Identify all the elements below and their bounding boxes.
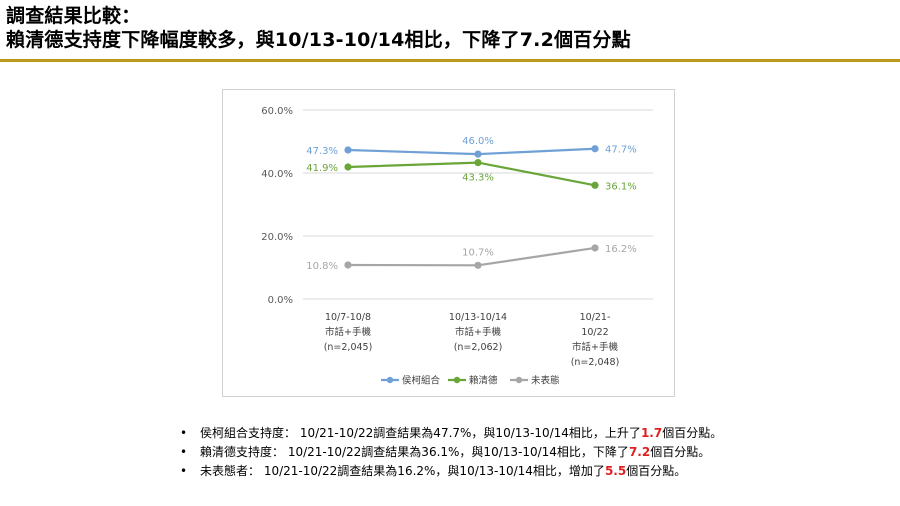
- legend-marker: [386, 376, 394, 384]
- x-tick-label: 市話+手機: [455, 326, 501, 338]
- data-label: 10.8%: [306, 261, 338, 272]
- data-label: 41.9%: [306, 163, 338, 174]
- legend-label: 賴清德: [469, 375, 498, 387]
- data-label: 10.7%: [462, 247, 494, 258]
- title-divider: [0, 59, 900, 62]
- data-point: [591, 244, 599, 252]
- data-label: 16.2%: [605, 244, 637, 255]
- x-tick-label: 10/13-10/14: [449, 312, 507, 323]
- bullet-text: 未表態者： 10/21-10/22調查結果為16.2%，與10/13-10/14…: [200, 464, 687, 478]
- bullet-item: • 未表態者： 10/21-10/22調查結果為16.2%，與10/13-10/…: [180, 462, 880, 481]
- x-tick-label: (n=2,062): [454, 342, 503, 353]
- legend-marker: [453, 376, 461, 384]
- data-label: 36.1%: [605, 181, 637, 192]
- bullet-marker: •: [180, 426, 188, 440]
- bullet-text: 侯柯組合支持度： 10/21-10/22調查結果為47.7%，與10/13-10…: [200, 426, 723, 440]
- title-line-2: 賴清德支持度下降幅度較多，與10/13-10/14相比，下降了7.2個百分點: [6, 29, 631, 51]
- x-tick-label: 10/22: [581, 327, 608, 338]
- data-point: [591, 181, 599, 189]
- summary-bullets: • 侯柯組合支持度： 10/21-10/22調查結果為47.7%，與10/13-…: [180, 424, 880, 481]
- x-tick-label: 10/7-10/8: [325, 312, 371, 323]
- bullet-marker: •: [180, 445, 188, 459]
- highlight-value: 5.5: [604, 464, 627, 478]
- bullet-item: • 侯柯組合支持度： 10/21-10/22調查結果為47.7%，與10/13-…: [180, 424, 880, 443]
- page-title: 調查結果比較： 賴清德支持度下降幅度較多，與10/13-10/14相比，下降了7…: [6, 4, 886, 52]
- highlight-value: 1.7: [640, 426, 663, 440]
- data-point: [474, 150, 482, 158]
- bullet-item: • 賴清德支持度： 10/21-10/22調查結果為36.1%，與10/13-1…: [180, 443, 880, 462]
- x-tick-label: (n=2,045): [324, 342, 373, 353]
- x-tick-label: 10/21-: [580, 312, 611, 323]
- legend-label: 侯柯組合: [402, 375, 441, 387]
- series-line: [347, 147, 596, 156]
- y-tick-label: 60.0%: [261, 106, 293, 117]
- data-point: [344, 261, 352, 269]
- data-point: [344, 146, 352, 154]
- y-tick-label: 0.0%: [268, 295, 293, 306]
- legend-marker: [515, 376, 523, 384]
- data-label: 43.3%: [462, 173, 494, 184]
- data-point: [474, 159, 482, 167]
- x-tick-label: 市話+手機: [325, 326, 371, 338]
- highlight-value: 7.2: [628, 445, 651, 459]
- data-label: 47.3%: [306, 146, 338, 157]
- data-point: [591, 145, 599, 153]
- bullet-text: 賴清德支持度： 10/21-10/22調查結果為36.1%，與10/13-10/…: [200, 445, 711, 459]
- legend-label: 未表態: [531, 375, 560, 387]
- x-tick-label: (n=2,048): [571, 357, 620, 368]
- data-point: [344, 163, 352, 171]
- chart-svg: 0.0% 20.0% 40.0% 60.0% 10/7-10/8 市話+手機 (n=2,04…: [261, 106, 653, 387]
- x-tick-label: 市話+手機: [572, 341, 618, 353]
- y-tick-label: 20.0%: [261, 232, 293, 243]
- line-chart: 0.0% 20.0% 40.0% 60.0% 10/7-10/8 市話+手機 (n=2,04…: [222, 89, 675, 397]
- y-tick-label: 40.0%: [261, 169, 293, 180]
- data-point: [474, 261, 482, 269]
- data-label: 46.0%: [462, 136, 494, 147]
- title-line-1: 調查結果比較：: [6, 5, 141, 27]
- bullet-marker: •: [180, 464, 188, 478]
- data-label: 47.7%: [605, 145, 637, 156]
